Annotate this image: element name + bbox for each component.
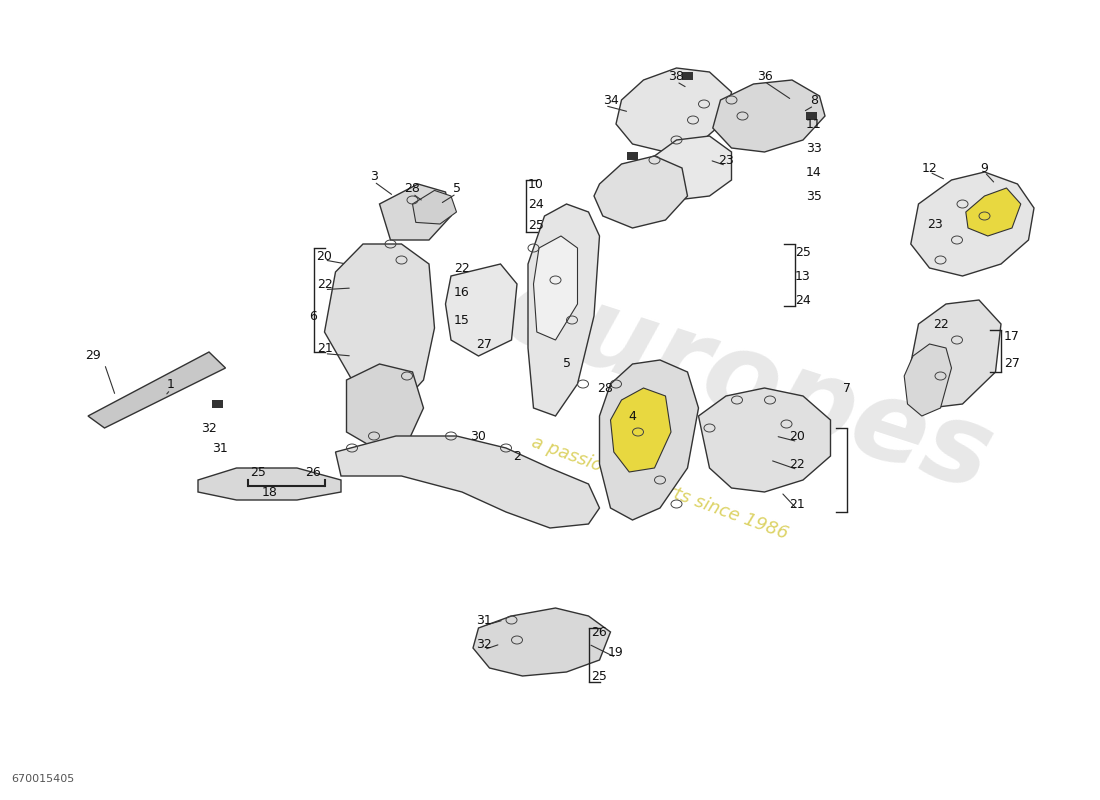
Text: 30: 30: [471, 430, 486, 442]
Text: 26: 26: [306, 466, 321, 478]
Text: 24: 24: [528, 198, 543, 210]
Text: 26: 26: [592, 626, 607, 638]
Text: 23: 23: [927, 218, 943, 230]
Polygon shape: [908, 300, 1001, 408]
Text: 22: 22: [317, 278, 332, 290]
Text: 28: 28: [405, 182, 420, 194]
Text: 24: 24: [795, 294, 811, 306]
Text: 13: 13: [795, 270, 811, 282]
Text: 23: 23: [718, 154, 734, 166]
FancyBboxPatch shape: [682, 72, 693, 80]
Polygon shape: [600, 360, 698, 520]
Text: 31: 31: [476, 614, 492, 626]
Text: 22: 22: [790, 458, 805, 470]
Text: 670015405: 670015405: [11, 774, 75, 784]
Polygon shape: [594, 156, 688, 228]
Text: 2: 2: [513, 450, 521, 462]
Text: 18: 18: [262, 486, 277, 498]
FancyBboxPatch shape: [212, 400, 223, 408]
Text: 27: 27: [476, 338, 492, 350]
Text: 25: 25: [251, 466, 266, 478]
Polygon shape: [336, 436, 600, 528]
Polygon shape: [473, 608, 610, 676]
Polygon shape: [446, 264, 517, 356]
Polygon shape: [649, 136, 732, 200]
Text: 4: 4: [628, 410, 637, 422]
Text: 5: 5: [452, 182, 461, 194]
Text: 34: 34: [603, 94, 618, 106]
Text: 16: 16: [454, 286, 470, 298]
Text: 14: 14: [806, 166, 822, 178]
Text: 36: 36: [757, 70, 772, 82]
Text: 1: 1: [166, 378, 175, 390]
Polygon shape: [88, 352, 225, 428]
Text: 5: 5: [562, 358, 571, 370]
Polygon shape: [412, 190, 456, 224]
Polygon shape: [198, 468, 341, 500]
Text: 28: 28: [597, 382, 613, 394]
Text: 15: 15: [454, 314, 470, 326]
Text: 29: 29: [86, 350, 101, 362]
Text: 21: 21: [790, 498, 805, 510]
Text: 38: 38: [669, 70, 684, 82]
Polygon shape: [324, 244, 435, 404]
Text: 32: 32: [201, 422, 217, 434]
Polygon shape: [616, 68, 732, 152]
Text: 25: 25: [592, 670, 607, 682]
Text: 12: 12: [922, 162, 937, 174]
Text: 27: 27: [1004, 358, 1020, 370]
Text: 21: 21: [317, 342, 332, 354]
Text: 22: 22: [454, 262, 470, 274]
Text: 20: 20: [790, 430, 805, 442]
Polygon shape: [610, 388, 671, 472]
Polygon shape: [528, 204, 600, 416]
Polygon shape: [904, 344, 952, 416]
Text: 32: 32: [476, 638, 492, 650]
Text: 22: 22: [933, 318, 948, 330]
Text: 8: 8: [810, 94, 818, 106]
Text: 25: 25: [528, 219, 543, 232]
FancyBboxPatch shape: [627, 152, 638, 160]
Text: 31: 31: [212, 442, 228, 454]
Text: 17: 17: [1004, 330, 1020, 342]
Text: a passion for parts since 1986: a passion for parts since 1986: [529, 433, 791, 543]
Text: 20: 20: [317, 250, 332, 262]
Polygon shape: [698, 388, 830, 492]
Polygon shape: [713, 80, 825, 152]
FancyBboxPatch shape: [806, 112, 817, 120]
Text: 10: 10: [528, 178, 543, 190]
Text: 33: 33: [806, 142, 822, 154]
Polygon shape: [911, 172, 1034, 276]
Text: 19: 19: [608, 646, 624, 658]
Text: 7: 7: [843, 382, 851, 394]
Text: 35: 35: [806, 190, 822, 202]
Text: 6: 6: [309, 310, 318, 322]
Text: 25: 25: [795, 246, 811, 258]
Text: 9: 9: [980, 162, 989, 174]
Text: 3: 3: [370, 170, 378, 182]
Polygon shape: [346, 364, 424, 448]
Polygon shape: [534, 236, 578, 340]
Text: 11: 11: [806, 118, 822, 130]
Polygon shape: [379, 184, 451, 240]
Polygon shape: [966, 188, 1021, 236]
Text: europes: europes: [491, 255, 1005, 513]
